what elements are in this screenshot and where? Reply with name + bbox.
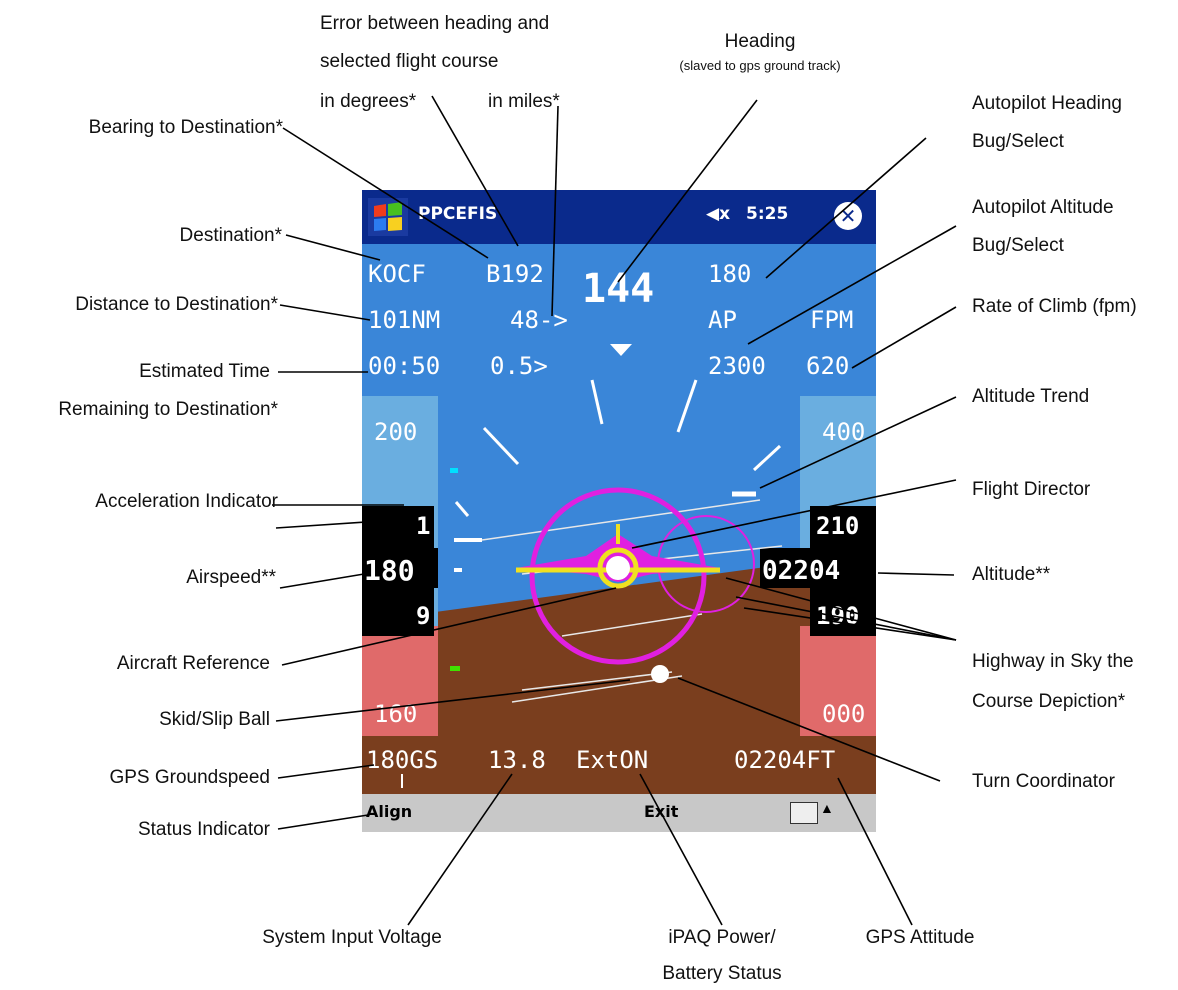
label-error-line2: selected flight course	[320, 51, 499, 72]
label-gps-groundspeed: GPS Groundspeed	[109, 767, 270, 788]
label-ap-heading-1: Autopilot Heading	[972, 93, 1122, 114]
airspeed-lower: 9	[416, 602, 431, 630]
label-turn-coordinator: Turn Coordinator	[972, 771, 1115, 792]
speaker-muted-icon[interactable]: ◀x	[706, 204, 731, 224]
label-system-voltage: System Input Voltage	[262, 927, 442, 948]
label-error-degrees: in degrees*	[320, 91, 417, 112]
command-bar: Align Exit ▲	[362, 794, 876, 832]
altitude-lower: 190	[816, 602, 860, 630]
acceleration-indicator: 1	[416, 512, 431, 540]
autopilot-heading-text[interactable]: 180	[708, 260, 752, 288]
flight-director-ring	[529, 487, 707, 665]
label-bearing: Bearing to Destination*	[88, 117, 283, 138]
label-altitude: Altitude**	[972, 564, 1051, 585]
altitude-readout: 02204	[762, 556, 841, 586]
gps-altitude-text: 02204FT	[734, 746, 836, 774]
label-skid-slip: Skid/Slip Ball	[159, 709, 270, 730]
heading-pointer-icon	[610, 344, 632, 356]
label-status-indicator: Status Indicator	[137, 819, 270, 840]
fpm-label: FPM	[810, 306, 854, 334]
bank-tick	[590, 379, 604, 425]
label-gps-attitude: GPS Attitude	[865, 927, 975, 948]
label-ipaq-power-1: iPAQ Power/	[668, 927, 776, 948]
keyboard-icon[interactable]	[790, 802, 818, 824]
ete-text: 00:50	[368, 352, 441, 380]
label-altitude-trend: Altitude Trend	[972, 386, 1090, 407]
destination-text: KOCF	[368, 260, 426, 288]
bearing-text: B192	[486, 260, 544, 288]
altitude-tape-bottom: 000	[822, 700, 866, 728]
power-status-text: ExtON	[576, 746, 649, 774]
label-ap-heading-2: Bug/Select	[972, 131, 1064, 152]
chevron-up-icon[interactable]: ▲	[820, 800, 834, 816]
label-rate-of-climb: Rate of Climb (fpm)	[972, 296, 1137, 317]
altitude-tape-ground	[800, 626, 876, 736]
title-bar: PPCEFIS ◀x 5:25 ✕	[362, 190, 876, 244]
label-ipaq-power-2: Battery Status	[662, 963, 782, 984]
label-airspeed: Airspeed**	[186, 567, 276, 588]
heading-readout: 144	[582, 266, 655, 312]
label-error-line1: Error between heading and	[320, 13, 550, 34]
rate-of-climb-text: 620	[806, 352, 850, 380]
close-button[interactable]: ✕	[834, 202, 862, 230]
airspeed-readout: 180	[364, 554, 415, 587]
label-highway-1: Highway in Sky the	[972, 651, 1134, 672]
course-error-degrees-text: 48->	[510, 306, 568, 334]
bank-tick	[676, 379, 698, 433]
label-error-miles: in miles*	[488, 91, 560, 112]
label-destination: Destination*	[179, 225, 282, 246]
acceleration-marker	[450, 468, 458, 473]
course-error-miles-text: 0.5>	[490, 352, 548, 380]
groundspeed-text: 180GS	[366, 746, 439, 774]
voltage-text: 13.8	[488, 746, 546, 774]
label-highway-2: Course Depiction*	[972, 691, 1126, 712]
clock: 5:25	[746, 204, 789, 224]
skid-slip-ball-icon	[651, 665, 669, 683]
label-ete-2: Remaining to Destination*	[58, 399, 278, 420]
bank-tick	[752, 444, 782, 472]
label-distance: Distance to Destination*	[75, 294, 278, 315]
autopilot-label: AP	[708, 306, 737, 334]
label-aircraft-reference: Aircraft Reference	[116, 653, 270, 674]
acceleration-marker	[450, 666, 460, 671]
highway-line	[561, 613, 703, 637]
ground-area	[362, 552, 876, 794]
label-ap-altitude-1: Autopilot Altitude	[972, 197, 1114, 218]
pocketpc-screen: PPCEFIS ◀x 5:25 ✕ KOCF B192 144 180 101N…	[362, 190, 876, 832]
bank-tick	[454, 501, 470, 517]
altitude-tape-top: 400	[822, 418, 866, 446]
windows-start-icon[interactable]	[366, 196, 410, 238]
autopilot-altitude-text[interactable]: 2300	[708, 352, 766, 380]
app-title: PPCEFIS	[418, 204, 498, 224]
altitude-upper: 210	[816, 512, 860, 540]
label-acceleration: Acceleration Indicator	[95, 491, 278, 512]
label-flight-director: Flight Director	[972, 479, 1091, 500]
highway-line	[481, 499, 761, 541]
label-heading-sub: (slaved to gps ground track)	[679, 58, 841, 73]
bank-tick	[482, 426, 520, 466]
efis-display	[362, 244, 876, 794]
label-ap-altitude-2: Bug/Select	[972, 235, 1064, 256]
label-heading: Heading	[724, 31, 796, 52]
distance-text: 101NM	[368, 306, 441, 334]
align-button[interactable]: Align	[366, 802, 413, 821]
airspeed-tape-top: 200	[374, 418, 418, 446]
label-ete-1: Estimated Time	[139, 361, 270, 382]
